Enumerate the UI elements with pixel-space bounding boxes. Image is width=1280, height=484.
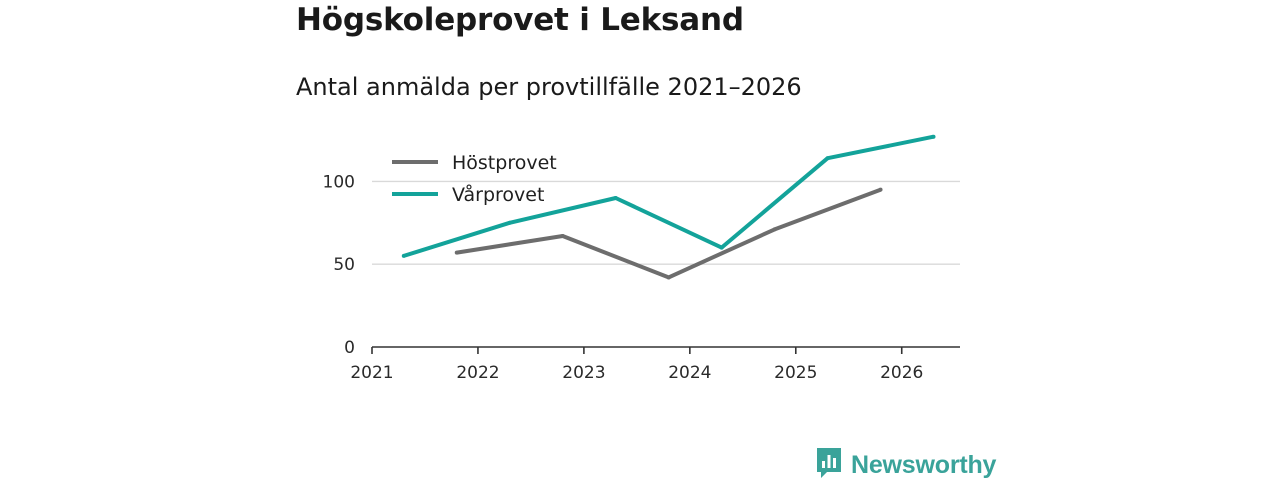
legend: Höstprovet Vårprovet xyxy=(392,152,557,206)
data-point xyxy=(454,250,459,255)
data-point xyxy=(666,275,671,280)
legend-label: Höstprovet xyxy=(452,152,557,174)
x-tick-label: 2021 xyxy=(350,363,393,383)
data-point xyxy=(878,187,883,192)
data-point xyxy=(825,156,830,161)
y-axis-ticks: 0 50 100 xyxy=(323,172,355,358)
brand-logo: Newsworthy xyxy=(815,446,996,484)
y-tick-label: 100 xyxy=(323,172,355,192)
series-line-varprovet xyxy=(403,134,934,258)
chart-subtitle: Antal anmälda per provtillfälle 2021–202… xyxy=(296,73,802,101)
data-point xyxy=(772,227,777,232)
data-point xyxy=(560,234,565,239)
data-point xyxy=(401,253,406,258)
page-title: Högskoleprovet i Leksand xyxy=(296,2,744,38)
x-tick-label: 2025 xyxy=(774,363,817,383)
x-tick-label: 2023 xyxy=(562,363,605,383)
x-tick-label: 2026 xyxy=(880,363,923,383)
series-layer xyxy=(401,134,936,280)
data-point xyxy=(719,245,724,250)
x-axis-ticks: 2021 2022 2023 2024 2025 2026 xyxy=(350,347,923,383)
x-tick-label: 2022 xyxy=(456,363,499,383)
x-tick-label: 2024 xyxy=(668,363,711,383)
data-point xyxy=(931,134,936,139)
legend-label: Vårprovet xyxy=(452,183,544,206)
gridlines xyxy=(372,180,960,265)
brand-name: Newsworthy xyxy=(851,450,997,479)
bar-chart-logo-icon xyxy=(815,446,843,484)
data-point xyxy=(507,220,512,225)
y-tick-label: 50 xyxy=(333,255,355,275)
data-point xyxy=(613,195,618,200)
y-tick-label: 0 xyxy=(344,338,355,358)
